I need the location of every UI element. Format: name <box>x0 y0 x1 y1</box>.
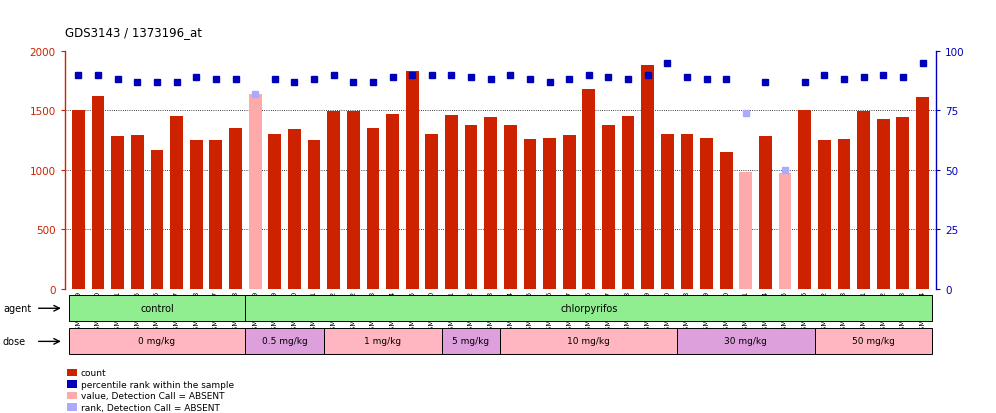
Text: 30 mg/kg: 30 mg/kg <box>724 336 767 345</box>
Bar <box>386 114 399 289</box>
Bar <box>896 118 909 289</box>
Bar <box>661 135 673 289</box>
Bar <box>245 296 932 321</box>
Text: agent: agent <box>3 304 31 313</box>
Bar <box>150 150 163 289</box>
Text: count: count <box>81 368 107 377</box>
Bar <box>288 130 301 289</box>
Text: chlorpyrifos: chlorpyrifos <box>560 304 618 313</box>
Bar <box>209 141 222 289</box>
Bar <box>500 328 677 354</box>
Bar <box>92 97 105 289</box>
Bar <box>465 125 477 289</box>
Text: 1 mg/kg: 1 mg/kg <box>365 336 401 345</box>
Bar <box>484 118 497 289</box>
Bar <box>249 95 262 289</box>
Bar <box>916 98 929 289</box>
Text: 0.5 mg/kg: 0.5 mg/kg <box>262 336 308 345</box>
Bar <box>876 119 889 289</box>
Bar <box>328 112 340 289</box>
Bar <box>229 129 242 289</box>
Bar <box>602 125 615 289</box>
Bar <box>838 140 851 289</box>
Bar <box>543 138 556 289</box>
Text: dose: dose <box>3 336 26 346</box>
Bar <box>170 117 183 289</box>
Bar <box>324 328 441 354</box>
Bar <box>815 328 932 354</box>
Text: rank, Detection Call = ABSENT: rank, Detection Call = ABSENT <box>81 403 219 412</box>
Bar <box>818 141 831 289</box>
Bar <box>680 135 693 289</box>
Bar <box>563 136 576 289</box>
Bar <box>69 328 245 354</box>
Bar <box>799 111 811 289</box>
Bar <box>245 328 324 354</box>
Bar <box>441 328 500 354</box>
Bar <box>190 141 202 289</box>
Bar <box>779 174 792 289</box>
Bar <box>445 116 458 289</box>
Text: 10 mg/kg: 10 mg/kg <box>568 336 611 345</box>
Bar <box>858 112 870 289</box>
Bar <box>759 137 772 289</box>
Bar <box>112 137 124 289</box>
Text: percentile rank within the sample: percentile rank within the sample <box>81 380 234 389</box>
Bar <box>367 129 379 289</box>
Bar <box>739 173 752 289</box>
Text: GDS3143 / 1373196_at: GDS3143 / 1373196_at <box>65 26 202 39</box>
Text: control: control <box>140 304 174 313</box>
Bar <box>347 112 360 289</box>
Bar <box>700 138 713 289</box>
Bar <box>308 141 321 289</box>
Bar <box>583 90 596 289</box>
Bar <box>677 328 815 354</box>
Text: 5 mg/kg: 5 mg/kg <box>452 336 490 345</box>
Bar <box>641 66 654 289</box>
Bar <box>405 72 418 289</box>
Bar <box>504 125 517 289</box>
Bar <box>268 135 281 289</box>
Bar <box>69 296 245 321</box>
Bar <box>720 152 733 289</box>
Text: 50 mg/kg: 50 mg/kg <box>852 336 894 345</box>
Bar <box>622 117 634 289</box>
Bar <box>131 136 143 289</box>
Bar <box>524 140 536 289</box>
Bar <box>425 135 438 289</box>
Text: value, Detection Call = ABSENT: value, Detection Call = ABSENT <box>81 391 224 400</box>
Text: 0 mg/kg: 0 mg/kg <box>138 336 175 345</box>
Bar <box>72 111 85 289</box>
